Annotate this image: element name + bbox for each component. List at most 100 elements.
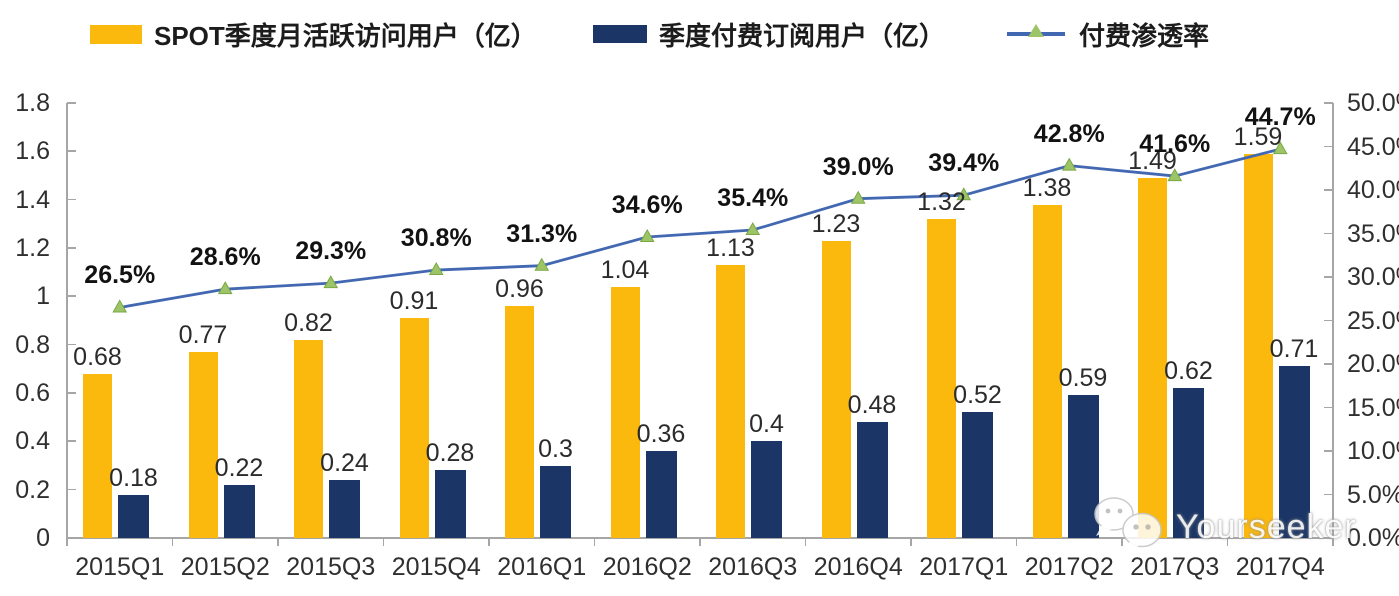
mau-bar-value-label: 1.49 [1128,146,1177,175]
subscribers-bar-value-label: 0.28 [425,439,475,468]
left-axis-tick [67,247,76,249]
legend-item-penetration: 付费渗透率 [1007,14,1209,54]
subscribers-bar [540,465,571,538]
subscribers-bar-value-label: 0.52 [953,381,1002,410]
right-axis-tick [1324,232,1333,234]
subscribers-bar-value-label: 0.36 [636,420,686,448]
line-marker-triangle-icon [850,190,866,204]
right-axis-tick-label: 25.0% [1347,306,1399,335]
watermark: Yourseeker [1088,494,1357,560]
left-axis-tick [67,102,76,104]
left-axis-tick [67,198,76,201]
penetration-pct-label: 41.6% [1139,130,1211,159]
subscribers-bar [751,441,782,538]
x-axis-tick [488,538,490,546]
left-axis-tick-label: 1.4 [15,185,50,214]
right-axis-tick-label: 5.0% [1347,480,1399,509]
mau-bar [188,351,218,538]
right-axis-tick-label: 30.0% [1347,263,1399,291]
mau-bar-value-label: 1.59 [1233,122,1283,151]
x-axis-category-label: 2015Q2 [180,553,270,581]
right-axis-line [1332,103,1334,538]
subscribers-bar-value-label: 0.22 [214,453,264,482]
x-axis-tick [1121,538,1123,546]
mau-bar [716,264,745,538]
left-axis-tick [67,343,76,346]
right-axis-tick-label: 0.0% [1347,524,1399,552]
right-axis-tick-label: 10.0% [1347,437,1399,465]
watermark-text: Yourseeker [1176,507,1357,546]
penetration-legend-line [1007,24,1065,37]
mau-bar-value-label: 1.23 [811,209,861,238]
right-axis-tick-label: 20.0% [1347,350,1399,378]
x-axis-tick [910,538,912,546]
mau-bar-value-label: 1.38 [1022,173,1072,202]
left-axis-tick-label: 1.2 [15,234,50,262]
right-axis-tick-label: 35.0% [1347,219,1399,248]
penetration-pct-label: 30.8% [400,224,472,253]
right-axis-tick [1324,406,1333,408]
line-marker-triangle-icon [534,257,550,271]
legend-label-penetration: 付费渗透率 [1079,20,1210,51]
line-marker-triangle-icon [217,281,233,295]
mau-bar [294,339,323,538]
right-axis-tick [1324,363,1333,365]
legend-label-mau: SPOT季度月活跃访问用户（亿） [154,20,537,51]
mau-bar-value-label: 1.13 [706,233,755,262]
left-axis-tick [67,537,76,539]
x-axis-category-label: 2016Q4 [813,553,903,581]
x-axis-category-label: 2015Q3 [286,553,376,581]
penetration-line-path [119,147,1281,309]
left-axis-tick-label: 0 [36,524,50,552]
mau-legend-swatch [90,24,142,44]
x-axis-tick [1015,538,1017,546]
left-axis-line [66,103,68,538]
left-axis-tick-label: 0.6 [15,379,50,407]
right-axis-tick-label: 15.0% [1347,393,1399,422]
legend-item-subscribers: 季度付费订阅用户（亿） [593,14,945,54]
left-axis-tick [67,150,76,152]
x-axis-tick [1226,538,1228,546]
left-axis-tick-label: 1.6 [15,137,50,166]
penetration-pct-label: 39.0% [822,152,894,181]
left-axis-tick-label: 0.2 [15,475,50,504]
penetration-pct-label: 26.5% [84,261,156,290]
right-axis-tick-label: 45.0% [1347,132,1399,161]
x-axis-tick [171,538,173,546]
right-axis-tick [1324,450,1333,452]
right-axis-tick [1324,493,1333,495]
subscribers-bar [962,412,993,538]
x-axis-tick [66,538,68,546]
legend-item-mau: SPOT季度月活跃访问用户（亿） [90,14,537,54]
penetration-pct-label: 28.6% [189,243,261,272]
x-axis-tick [699,538,701,546]
subscribers-bar-value-label: 0.24 [320,449,369,477]
subscribers-bar-value-label: 0.3 [538,434,573,463]
right-axis-tick [1324,319,1333,321]
x-axis-tick [804,538,806,546]
mau-bar [399,318,429,538]
mau-bar [927,219,956,538]
mau-bar [610,286,640,538]
x-axis-category-label: 2016Q2 [602,553,692,581]
subscribers-bar [1173,388,1204,538]
left-axis-tick-label: 0.8 [15,330,50,359]
line-marker-triangle-icon [639,228,655,242]
mau-bar [505,306,534,538]
mau-bar-value-label: 1.32 [917,188,966,216]
right-axis-tick-label: 50.0% [1347,89,1399,117]
left-axis-tick-label: 1 [36,282,50,311]
penetration-pct-label: 31.3% [506,219,578,248]
legend-label-subscribers: 季度付费订阅用户（亿） [659,20,946,51]
x-axis-tick [277,538,279,546]
right-axis-tick-label: 40.0% [1347,176,1399,204]
mau-bar-value-label: 0.96 [495,275,544,303]
left-axis-tick [67,488,76,491]
left-axis-tick [67,392,76,394]
penetration-pct-label: 39.4% [928,149,1000,178]
left-axis-tick [67,295,76,297]
left-axis-tick-label: 0.4 [15,427,50,456]
x-axis-category-label: 2015Q1 [75,553,165,581]
right-axis-tick [1324,537,1333,539]
